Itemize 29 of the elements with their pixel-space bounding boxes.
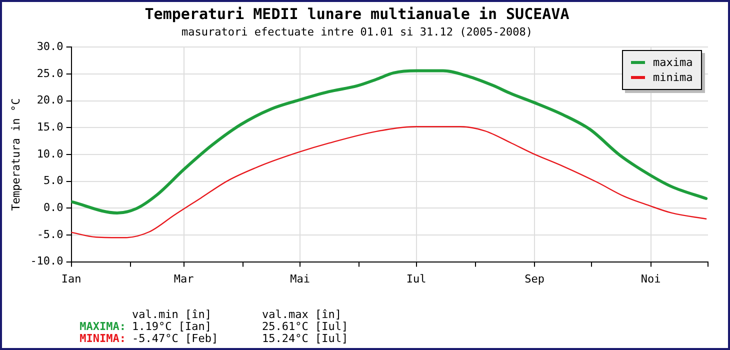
text: val.min [în] [132,308,212,321]
legend-label: minima [653,71,693,84]
text: MAXIMA: [78,320,127,333]
text: 15.24°C [Iul] [262,332,350,345]
text: val.max [în] [262,308,342,321]
chart-subtitle: masuratori efectuate intre 01.01 si 31.12 (2005-2008) [182,25,532,38]
y-tick-label: 10.0 [36,147,64,160]
y-tick-label: 20.0 [36,94,64,107]
x-tick-label: Mai [290,272,310,286]
x-tick-label: Noi [640,272,661,286]
y-axis-title: Temperatura in °C [9,98,22,211]
x-tick-label: Ian [61,272,82,286]
text: 25.61°C [Iul] [262,320,350,333]
y-tick-label: -5.0 [36,228,64,241]
y-tick-label: 0.0 [43,201,64,214]
text: 1.19°C [Ian] [132,320,212,333]
y-tick-label: 15.0 [36,120,64,134]
x-tick-label: Mar [174,272,194,286]
line-series [71,126,707,238]
chart-title: Temperaturi MEDII lunare multianuale in SUCEAVA [144,4,570,23]
legend-label: maxima [653,56,693,69]
text: -5.47°C [Feb] [132,332,220,345]
y-tick-label: 30.0 [36,40,64,54]
y-tick-label: 5.0 [43,174,64,188]
y-tick-label: 25.0 [36,66,64,80]
x-tick-label: Iul [406,272,426,286]
text: MINIMA: [78,332,127,345]
x-tick-label: Sep [524,272,544,286]
y-tick-label: -10.0 [30,254,64,268]
